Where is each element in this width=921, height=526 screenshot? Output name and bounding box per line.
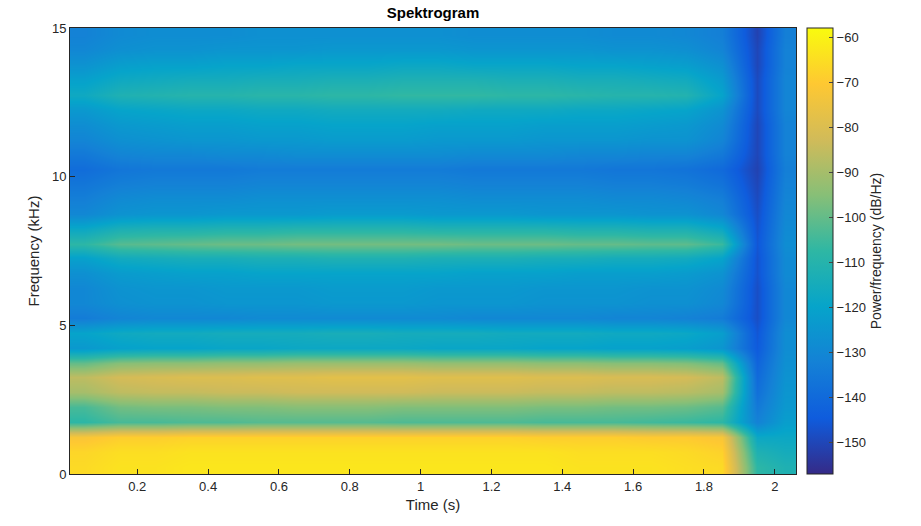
svg-text:−110: −110	[837, 255, 865, 270]
svg-text:1.8: 1.8	[695, 479, 713, 494]
svg-text:15: 15	[52, 21, 66, 36]
svg-text:−70: −70	[837, 75, 859, 90]
svg-text:1: 1	[417, 479, 424, 494]
svg-text:Frequency (kHz): Frequency (kHz)	[25, 196, 42, 307]
svg-text:1.2: 1.2	[482, 479, 500, 494]
svg-text:1.6: 1.6	[624, 479, 642, 494]
svg-text:−100: −100	[837, 210, 866, 225]
svg-text:10: 10	[52, 169, 66, 184]
svg-text:−80: −80	[837, 120, 859, 135]
svg-text:5: 5	[59, 318, 66, 333]
svg-text:0: 0	[59, 467, 66, 482]
svg-text:2: 2	[771, 479, 778, 494]
svg-text:Time (s): Time (s)	[406, 496, 460, 513]
svg-text:−130: −130	[837, 345, 866, 360]
svg-text:−90: −90	[837, 165, 859, 180]
svg-text:0.8: 0.8	[341, 479, 359, 494]
svg-text:−60: −60	[837, 30, 859, 45]
svg-text:Spektrogram: Spektrogram	[387, 4, 480, 21]
svg-text:Power/frequency (dB/Hz): Power/frequency (dB/Hz)	[868, 173, 884, 329]
svg-text:0.4: 0.4	[199, 479, 217, 494]
svg-text:0.2: 0.2	[128, 479, 146, 494]
svg-text:1.4: 1.4	[553, 479, 571, 494]
svg-text:−150: −150	[837, 435, 866, 450]
svg-text:0.6: 0.6	[270, 479, 288, 494]
svg-text:−120: −120	[837, 300, 866, 315]
svg-text:−140: −140	[837, 390, 866, 405]
